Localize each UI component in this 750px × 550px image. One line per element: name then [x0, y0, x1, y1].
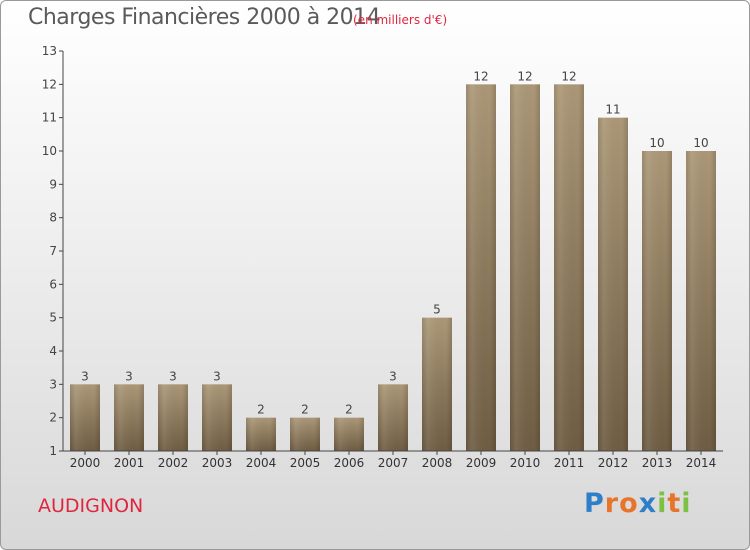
bar-shade: [554, 84, 584, 451]
bar-data-label: 11: [605, 103, 620, 117]
logo-letter: P: [584, 488, 605, 519]
bar-shade: [202, 384, 232, 451]
commune-name: AUDIGNON: [38, 495, 144, 517]
bar-data-label: 3: [125, 369, 133, 383]
y-tick-label: 10: [42, 144, 57, 158]
bar-shade: [158, 384, 188, 451]
proxiti-logo: Proxiti: [584, 488, 692, 519]
x-tick-label: 2003: [202, 456, 233, 470]
bar-data-label: 3: [213, 369, 221, 383]
x-tick-label: 2012: [598, 456, 629, 470]
bar-shade: [246, 417, 276, 451]
x-tick-label: 2010: [510, 456, 541, 470]
y-tick-label: 6: [49, 277, 57, 291]
bar-data-label: 3: [169, 369, 177, 383]
x-tick-label: 2014: [686, 456, 717, 470]
x-axis: 2000 2001 2002 2003 2004 2005 2006 2007 2008 2009…: [63, 450, 723, 470]
x-tick-label: 2011: [554, 456, 585, 470]
bar-data-label: 2: [257, 403, 265, 417]
x-tick-label: 2005: [290, 456, 321, 470]
bar-data-label: 2: [345, 403, 353, 417]
y-tick-label: 2: [49, 411, 57, 425]
bar-data-label: 3: [81, 369, 89, 383]
bar-data-label: 12: [561, 69, 576, 83]
bar-data-label: 10: [693, 136, 708, 150]
logo-letter: r: [604, 488, 620, 519]
bar-shade: [466, 84, 496, 451]
chart-title: Charges Financières 2000 à 2014: [28, 5, 381, 30]
bar-shade: [378, 384, 408, 451]
bar-data-label: 2: [301, 403, 309, 417]
y-tick-label: 12: [42, 77, 57, 91]
bar-shade: [510, 84, 540, 451]
y-tick-label: 13: [42, 44, 57, 58]
y-tick-label: 9: [49, 177, 57, 191]
logo-letter: x: [638, 488, 658, 519]
x-tick-label: 2000: [70, 456, 101, 470]
bar-shade: [70, 384, 100, 451]
bar-shade: [686, 151, 716, 451]
x-tick-label: 2001: [114, 456, 145, 470]
x-tick-label: 2006: [334, 456, 365, 470]
logo-letter: o: [619, 488, 639, 519]
bar-data-label: 12: [473, 69, 488, 83]
bar-data-label: 5: [433, 303, 441, 317]
logo-letter: t: [667, 488, 682, 519]
y-tick-label: 7: [49, 244, 57, 258]
bar-shade: [642, 151, 672, 451]
x-tick-label: 2002: [158, 456, 189, 470]
x-tick-label: 2007: [378, 456, 409, 470]
logo-letter: i: [681, 488, 692, 519]
x-tick-label: 2009: [466, 456, 497, 470]
bar-shade: [334, 417, 364, 451]
chart-subtitle: (en milliers d'€): [353, 13, 448, 27]
x-tick-label: 2004: [246, 456, 277, 470]
x-tick-label: 2013: [642, 456, 673, 470]
bar-shade: [422, 317, 452, 451]
bars: 3 3 3 3 2 2 2 3 5 12 12 12 11 10 10: [70, 69, 716, 452]
y-tick-label: 1: [49, 444, 57, 458]
bar-shade: [290, 417, 320, 451]
bar-data-label: 3: [389, 369, 397, 383]
y-tick-label: 8: [49, 211, 57, 225]
y-tick-label: 3: [49, 377, 57, 391]
y-tick-label: 5: [49, 311, 57, 325]
y-tick-label: 4: [49, 344, 57, 358]
logo-letter: i: [657, 488, 668, 519]
y-tick-label: 11: [42, 111, 57, 125]
bar-data-label: 10: [649, 136, 664, 150]
bar-shade: [114, 384, 144, 451]
bar-shade: [598, 117, 628, 452]
bar-data-label: 12: [517, 69, 532, 83]
x-tick-label: 2008: [422, 456, 453, 470]
